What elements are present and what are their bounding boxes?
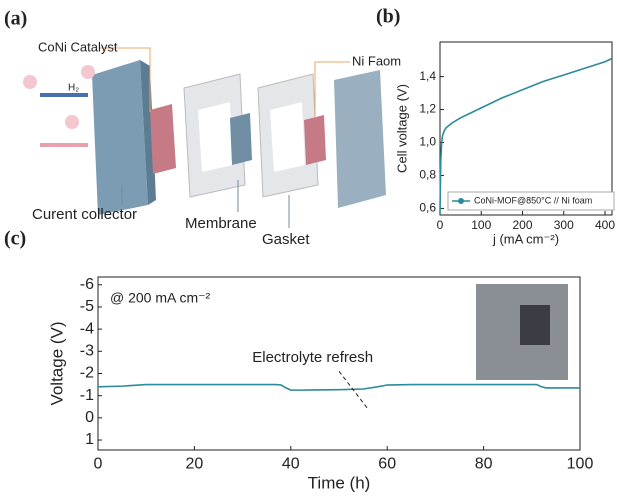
annotation: Electrolyte refresh	[252, 349, 373, 366]
y-tick-label: 0,6	[419, 201, 436, 215]
label: Curent collector	[32, 206, 137, 223]
x-tick-label: 0	[94, 456, 103, 473]
panel-label: (a)	[4, 8, 27, 30]
y-tick-label: 1,2	[419, 102, 436, 116]
y-tick-label: -2	[80, 365, 94, 382]
x-tick-label: 60	[378, 456, 396, 473]
gasket-window	[198, 102, 233, 172]
x-tick-label: 100	[567, 456, 594, 473]
x-axis-label: Time (h)	[308, 473, 371, 492]
label: CoNi Catalyst	[38, 39, 118, 54]
bubble	[65, 115, 79, 129]
data-line	[439, 57, 613, 214]
y-tick-label: -1	[80, 387, 94, 404]
catalyst	[150, 104, 176, 174]
legend-box	[447, 191, 615, 211]
legend-label: CoNi-MOF@850°C // Ni foam	[474, 195, 592, 205]
y-tick-label: -4	[80, 320, 94, 337]
panel-label: (c)	[4, 228, 26, 250]
y-tick-label: 0	[85, 409, 94, 426]
plot-frame	[97, 276, 581, 451]
y-axis-label: Voltage (V)	[47, 321, 66, 405]
x-tick-label: 400	[595, 218, 615, 232]
x-tick-label: 20	[186, 456, 204, 473]
x-tick-label: 0	[437, 218, 444, 232]
x-tick-label: 40	[282, 456, 300, 473]
bubble	[81, 65, 95, 79]
x-tick-label: 200	[512, 218, 532, 232]
y-axis-label: Cell voltage (V)	[394, 84, 409, 173]
y-tick-label: -5	[80, 298, 94, 315]
leader	[100, 47, 151, 112]
panel-label: (b)	[376, 6, 400, 28]
inset-device	[520, 305, 550, 345]
bubble	[23, 75, 37, 89]
membrane	[230, 113, 252, 165]
plot-frame	[439, 41, 613, 216]
y-tick-label: -3	[80, 343, 94, 360]
current-collector	[92, 60, 148, 215]
label: Gasket	[262, 231, 310, 248]
annotation: @ 200 mA cm⁻²	[110, 290, 211, 306]
x-tick-label: 100	[471, 218, 491, 232]
panel-a: (a) H₂ CoNi Catalyst Ni Faom Curent coll…	[4, 8, 401, 248]
y-tick-label: 0,8	[419, 168, 436, 182]
y-tick-label: 1	[85, 431, 94, 448]
data-line	[97, 383, 580, 391]
leader	[314, 61, 350, 118]
x-axis-label: j (mA cm⁻²)	[492, 231, 559, 246]
label: Membrane	[185, 215, 257, 232]
current-collector	[334, 70, 386, 208]
y-tick-label: 1,0	[419, 135, 436, 149]
annotation-arrow	[338, 370, 369, 410]
y-tick-label: -6	[80, 276, 94, 293]
legend-marker	[458, 198, 464, 204]
label: Ni Faom	[352, 53, 401, 68]
x-tick-label: 80	[475, 456, 493, 473]
x-tick-label: 300	[554, 218, 574, 232]
ni-foam	[304, 115, 326, 165]
gas-label: H₂	[68, 83, 79, 94]
gasket-window	[270, 102, 305, 172]
y-tick-label: 1,4	[419, 69, 436, 83]
current-collector-side	[140, 60, 156, 205]
